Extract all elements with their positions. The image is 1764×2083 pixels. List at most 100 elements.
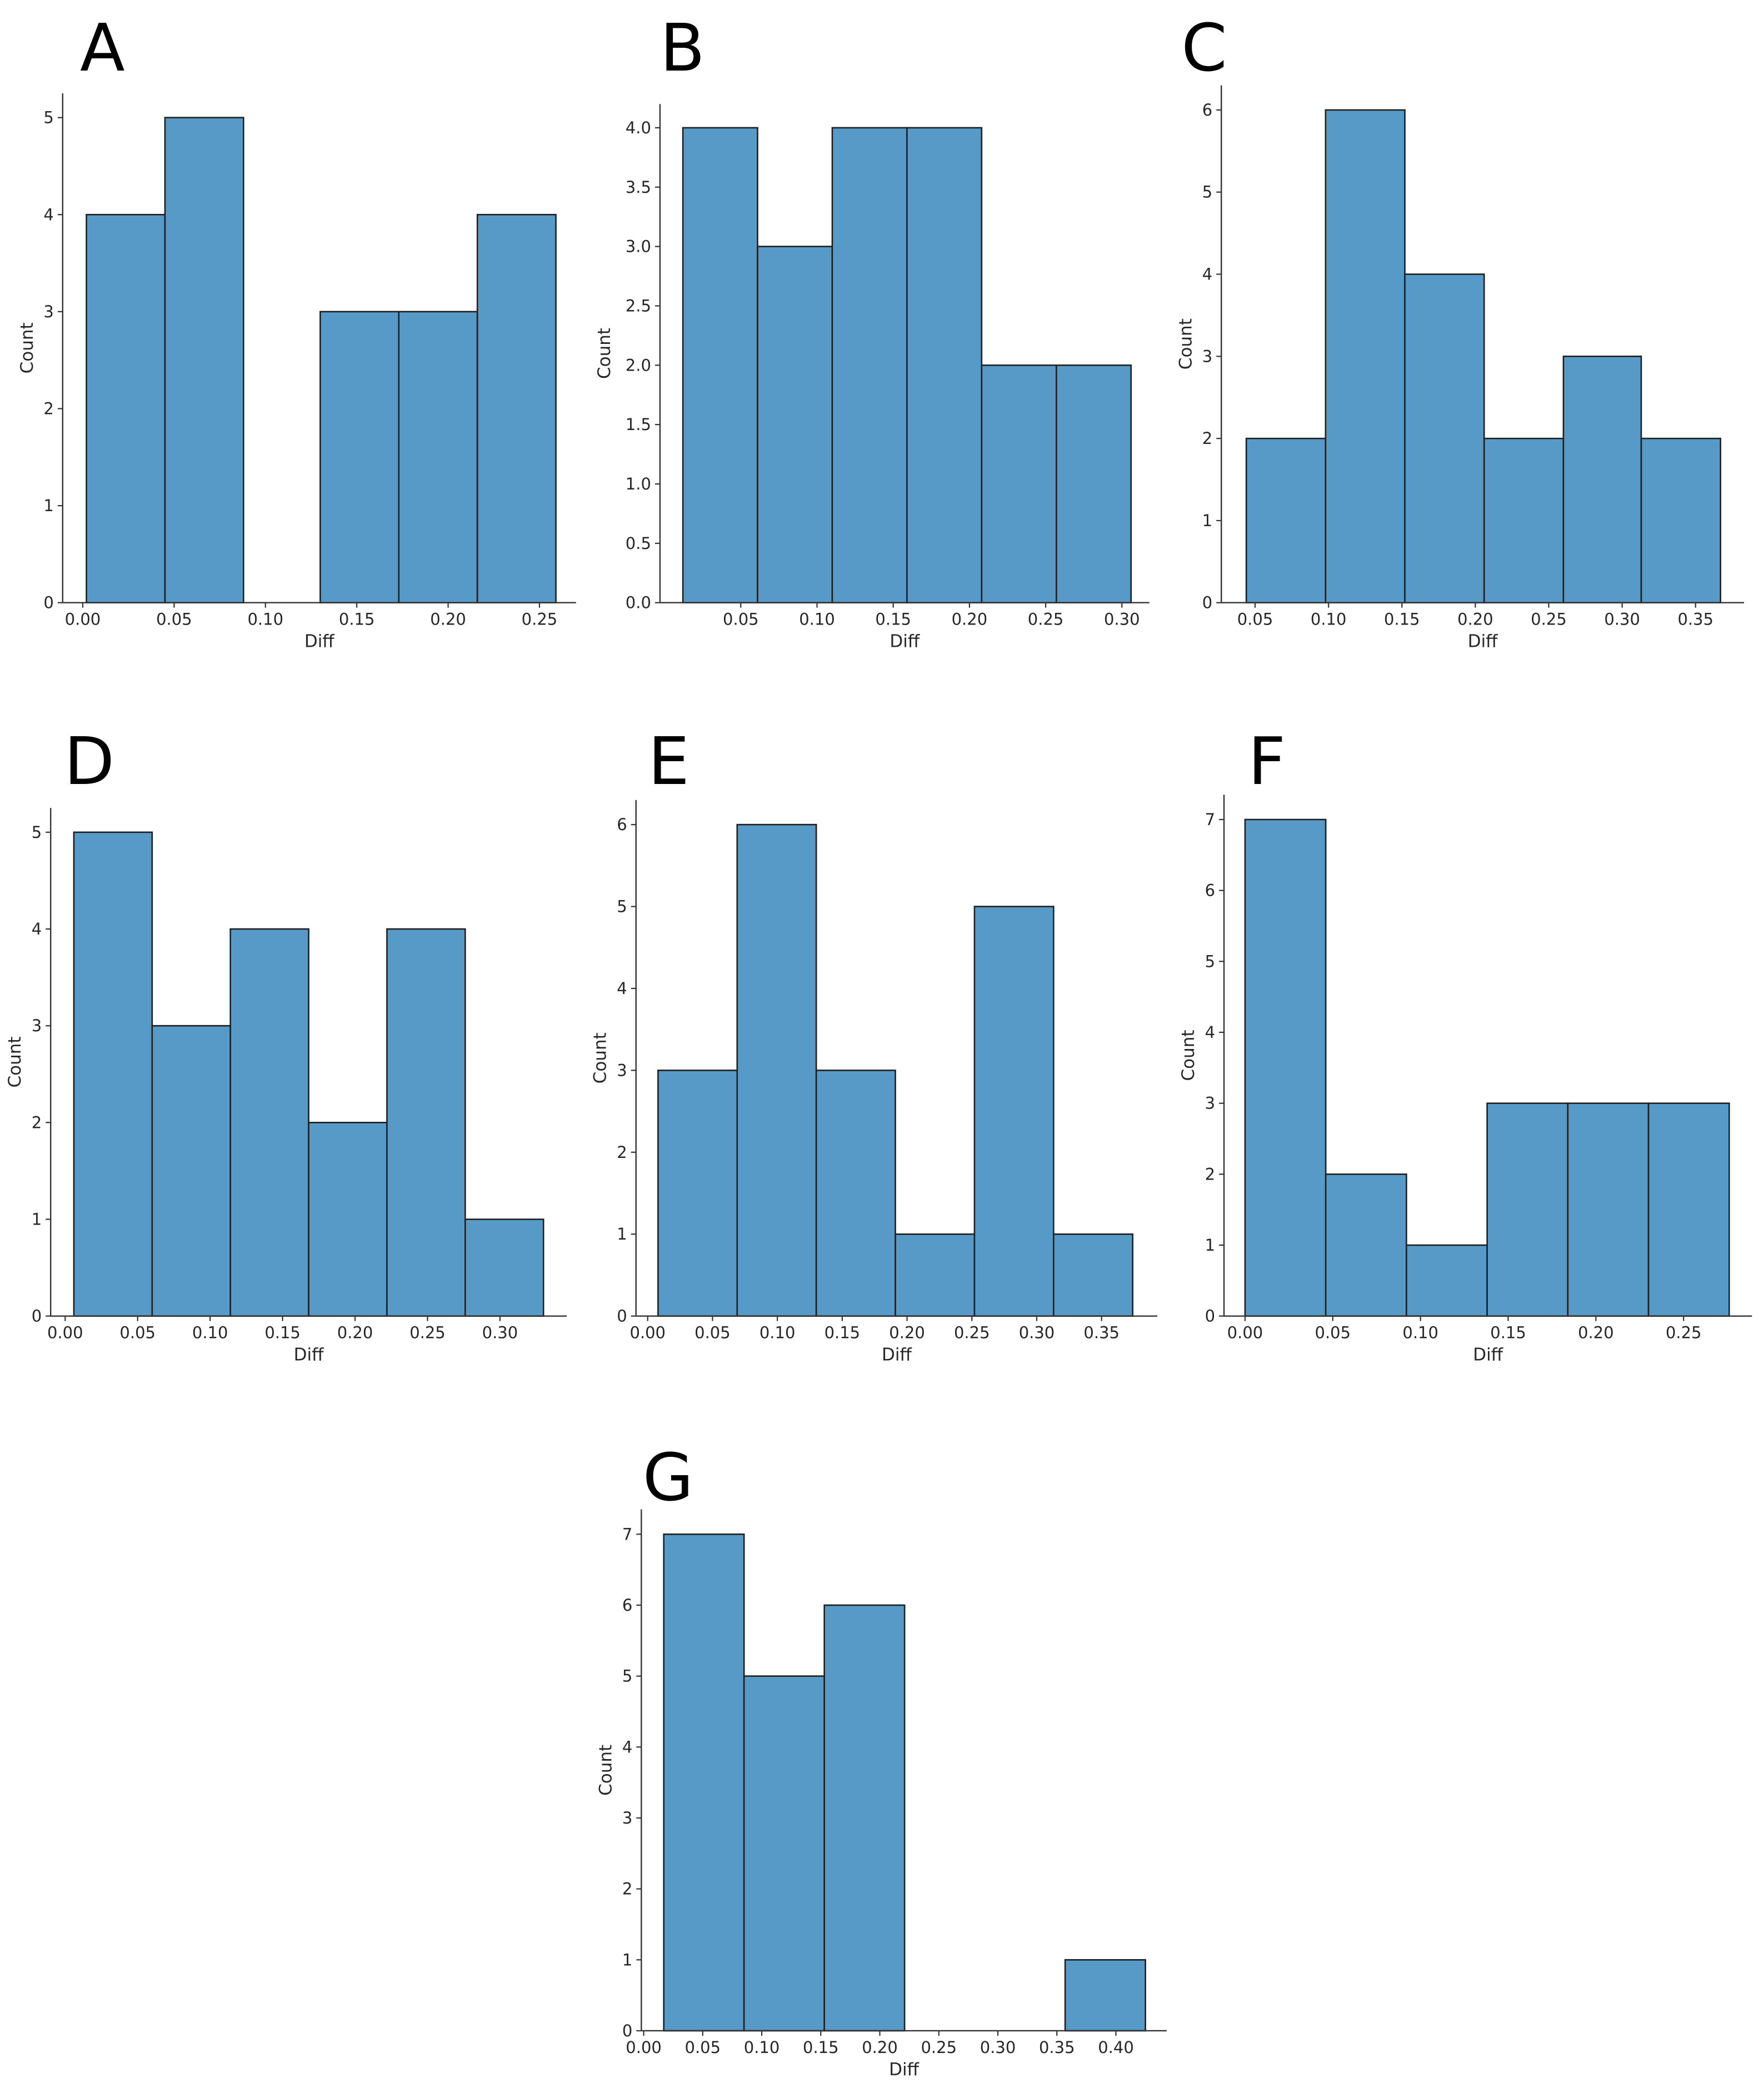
- histogram-bar: [1053, 1233, 1134, 1317]
- panel-letter: A: [80, 9, 125, 86]
- x-tick-label: 0.20: [1578, 1323, 1614, 1342]
- histogram-bar: [831, 127, 908, 604]
- x-tick-label: 0.00: [1227, 1323, 1263, 1342]
- y-tick-label: 0: [1202, 593, 1212, 612]
- x-tick-label: 0.30: [1604, 610, 1640, 629]
- y-tick-label: 6: [622, 1596, 632, 1615]
- histogram-bar: [1404, 273, 1485, 604]
- y-tick-label: 0: [43, 593, 53, 612]
- histogram-bar: [663, 1533, 745, 2032]
- x-tick-label: 0.30: [1019, 1323, 1055, 1342]
- y-tick-label: 4: [1205, 1023, 1215, 1042]
- x-tick-label: 0.20: [337, 1323, 373, 1342]
- histogram-bar: [895, 1233, 976, 1317]
- x-tick-label: 0.25: [954, 1323, 990, 1342]
- y-tick-label: 0: [622, 2021, 632, 2040]
- y-tick-label: 3: [43, 302, 53, 321]
- y-tick-label: 3: [1205, 1094, 1215, 1113]
- x-tick-label: 0.00: [626, 2038, 662, 2057]
- x-tick-label: 0.35: [1039, 2038, 1075, 2057]
- y-tick-label: 2: [617, 1143, 627, 1162]
- x-tick-label: 0.05: [723, 610, 759, 629]
- y-tick-label: 3.5: [626, 178, 651, 197]
- histogram-bar: [1640, 437, 1722, 604]
- histogram-bar: [682, 127, 758, 604]
- y-tick-label: 5: [1202, 183, 1212, 202]
- y-tick-label: 5: [1205, 952, 1215, 971]
- y-tick-label: 4.0: [626, 118, 651, 137]
- y-axis-label: Count: [1178, 1030, 1198, 1081]
- x-tick-label: 0.05: [1237, 610, 1273, 629]
- histogram-bar: [906, 127, 983, 604]
- histogram-bar: [308, 1122, 388, 1317]
- panel-c: 0.05 0.10 0.15 0.20 0.25 0.30 0.35 0 1 2 3 4 5 6 Diff C…: [1176, 9, 1745, 652]
- y-tick-label: 3.0: [626, 237, 651, 256]
- histogram-bar: [1325, 1173, 1407, 1317]
- x-tick-label: 0.10: [1311, 610, 1347, 629]
- y-tick-label: 0.5: [626, 534, 651, 553]
- histogram-bar: [815, 1070, 896, 1317]
- panel-g: 0.00 0.05 0.10 0.15 0.20 0.25 0.30 0.35 0.40 0 1 2 3…: [596, 1439, 1167, 2080]
- y-tick-label: 3: [1202, 347, 1212, 366]
- y-tick-label: 1: [1202, 511, 1212, 530]
- x-tick-label: 0.10: [799, 610, 835, 629]
- panel-d: 0.00 0.05 0.10 0.15 0.20 0.25 0.30 0 1 2 3 4 5 Diff Co…: [5, 723, 567, 1365]
- panel-letter: C: [1181, 9, 1227, 86]
- y-tick-label: 1: [43, 496, 53, 515]
- x-tick-label: 0.10: [759, 1323, 796, 1342]
- y-axis-label: Count: [596, 1745, 616, 1796]
- histogram-bar: [757, 246, 833, 604]
- y-tick-label: 7: [622, 1525, 632, 1543]
- histogram-bar: [1244, 818, 1327, 1317]
- y-tick-label: 5: [617, 897, 627, 916]
- histogram-bar: [73, 831, 153, 1317]
- x-axis-label: Diff: [294, 1345, 324, 1365]
- y-tick-label: 6: [1202, 101, 1212, 119]
- x-axis-label: Diff: [1468, 632, 1498, 652]
- y-tick-label: 0: [1205, 1307, 1215, 1326]
- x-axis-label: Diff: [890, 632, 920, 652]
- panel-letter: F: [1248, 723, 1286, 800]
- y-tick-label: 1.0: [626, 474, 651, 493]
- x-tick-label: 0.00: [629, 1323, 666, 1342]
- y-tick-label: 3: [622, 1809, 632, 1827]
- histogram-bar: [823, 1604, 906, 2032]
- y-tick-label: 1: [1205, 1236, 1215, 1255]
- histogram-bar: [1486, 1102, 1569, 1317]
- histogram-bar: [319, 311, 400, 604]
- histogram-bar: [1483, 437, 1565, 604]
- histogram-bar: [464, 1218, 544, 1317]
- x-tick-label: 0.25: [1028, 610, 1064, 629]
- y-tick-label: 4: [32, 920, 42, 938]
- x-tick-label: 0.30: [482, 1323, 518, 1342]
- x-tick-label: 0.10: [247, 610, 283, 629]
- histogram-bar: [743, 1675, 825, 2032]
- x-tick-label: 0.40: [1098, 2038, 1134, 2057]
- y-tick-label: 3: [617, 1061, 627, 1080]
- y-tick-label: 1: [622, 1950, 632, 1969]
- histogram-bar: [1567, 1102, 1650, 1317]
- x-tick-label: 0.20: [862, 2038, 898, 2057]
- y-tick-label: 2: [32, 1113, 42, 1132]
- x-tick-label: 0.00: [65, 610, 101, 629]
- x-tick-label: 0.35: [1678, 610, 1714, 629]
- x-tick-label: 0.30: [980, 2038, 1016, 2057]
- x-axis-label: Diff: [1473, 1345, 1503, 1365]
- y-axis-label: Count: [1176, 318, 1196, 369]
- y-tick-label: 2.5: [626, 296, 651, 315]
- x-tick-label: 0.20: [952, 610, 988, 629]
- y-tick-label: 4: [1202, 265, 1212, 284]
- panel-e: 0.00 0.05 0.10 0.15 0.20 0.25 0.30 0.35 0 1 2 3 4 5 6 D…: [591, 723, 1158, 1365]
- histogram-bar: [1245, 437, 1327, 604]
- y-tick-label: 5: [43, 108, 53, 127]
- x-tick-label: 0.10: [744, 2038, 780, 2057]
- y-tick-label: 7: [1205, 810, 1215, 829]
- y-axis-label: Count: [594, 328, 614, 379]
- x-tick-label: 0.15: [264, 1323, 301, 1342]
- x-tick-label: 0.35: [1083, 1323, 1120, 1342]
- x-tick-label: 0.30: [1104, 610, 1140, 629]
- x-tick-label: 0.15: [875, 610, 911, 629]
- y-tick-label: 6: [1205, 881, 1215, 900]
- x-tick-label: 0.25: [522, 610, 558, 629]
